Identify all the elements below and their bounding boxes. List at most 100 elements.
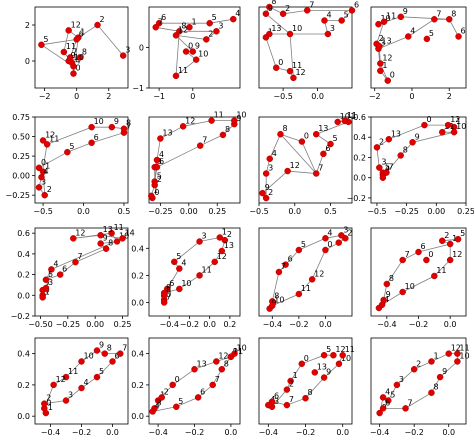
data-point [311, 369, 319, 376]
point-index-label: 13 [391, 129, 401, 138]
x-tick-label: −0.5 [249, 207, 268, 216]
data-point [230, 15, 237, 23]
point-index-label: 2 [164, 387, 169, 396]
data-point [113, 238, 121, 245]
point-index-label: 3 [48, 278, 53, 287]
data-point [191, 366, 198, 373]
data-point [97, 231, 104, 239]
data-point [192, 56, 200, 63]
data-point [68, 59, 76, 67]
point-index-label: 13 [317, 362, 327, 371]
data-point [379, 174, 387, 181]
x-tick-label: −0.4 [148, 428, 167, 437]
point-index-label: 7 [289, 395, 294, 404]
point-index-label: 7 [318, 164, 323, 173]
data-point [439, 237, 446, 245]
point-index-label: 0 [327, 240, 332, 249]
point-index-label: 11 [345, 345, 355, 354]
point-index-label: 0 [390, 71, 395, 80]
data-point [213, 28, 220, 35]
point-index-label: 8 [433, 383, 438, 392]
point-index-label: 9 [326, 368, 331, 377]
y-tick-label: −0.2 [11, 312, 30, 321]
point-index-label: 3 [399, 375, 404, 384]
data-point [312, 170, 320, 177]
point-index-label: 12 [295, 68, 305, 77]
x-tick-label: 0.5 [118, 207, 131, 216]
data-point [108, 229, 115, 237]
point-index-label: 6 [94, 133, 99, 142]
data-point [446, 240, 454, 248]
point-index-label: 4 [75, 56, 80, 65]
axes-frame [370, 116, 467, 204]
data-point [158, 394, 165, 401]
data-point [402, 405, 409, 412]
data-point [70, 70, 77, 77]
x-tick-label: −0.2 [289, 320, 308, 329]
data-point [445, 16, 453, 23]
point-index-label: 0 [75, 64, 80, 73]
data-point [286, 67, 294, 75]
data-point [428, 389, 435, 396]
data-point [375, 20, 382, 28]
x-tick-label: 2 [106, 92, 111, 101]
point-index-label: 2 [47, 185, 52, 194]
series-line [262, 120, 350, 200]
data-point [384, 77, 392, 84]
point-index-label: 12 [451, 344, 461, 353]
x-tick-label: −0.2 [404, 428, 423, 437]
y-tick-label: 0.2 [131, 381, 144, 390]
data-point [335, 360, 343, 368]
axes-frame [34, 337, 129, 425]
y-tick-label: 0.50 [12, 133, 30, 142]
series-line [265, 6, 353, 79]
point-index-label: 6 [79, 29, 84, 38]
point-index-label: 2 [416, 359, 421, 368]
data-point [218, 247, 226, 255]
point-index-label: 5 [48, 270, 53, 279]
data-point [393, 381, 401, 389]
data-point [327, 140, 334, 148]
data-point [290, 74, 297, 82]
point-index-label: 2 [379, 137, 384, 146]
y-tick-label: 0.0 [131, 298, 144, 307]
point-index-label: 6 [385, 398, 390, 407]
x-tick-label: 0.0 [203, 320, 216, 329]
point-index-label: 10 [380, 14, 390, 23]
data-point [153, 156, 161, 164]
point-index-label: 13 [224, 241, 234, 250]
point-index-label: 4 [181, 259, 186, 268]
data-point [218, 366, 226, 373]
data-point [189, 48, 197, 55]
point-index-label: 12 [217, 252, 227, 261]
point-index-label: 7 [72, 47, 77, 56]
point-index-label: 12 [450, 115, 460, 124]
point-index-label: 6 [200, 387, 205, 396]
data-point [108, 123, 116, 131]
point-index-label: 4 [327, 228, 332, 237]
subplot-8: −0.5−0.250.000.25−0.20.00.20.40.60123456… [347, 113, 474, 216]
y-tick-label: 0.4 [131, 244, 144, 253]
x-tick-label: −0.4 [370, 428, 389, 437]
point-index-label: 2 [227, 230, 232, 239]
point-index-label: 3 [41, 177, 46, 186]
data-point [454, 350, 461, 357]
data-point [41, 400, 48, 407]
data-point [35, 164, 43, 172]
point-index-label: 9 [114, 117, 119, 126]
data-point [454, 358, 461, 365]
point-index-label: 8 [166, 286, 171, 295]
x-tick-label: −2 [39, 92, 51, 101]
data-point [385, 136, 393, 143]
point-index-label: 7 [309, 0, 314, 9]
point-index-label: 11 [202, 265, 212, 274]
point-index-label: 4 [410, 26, 415, 35]
x-tick-label: 0.0 [336, 428, 349, 437]
x-tick-label: 0.00 [180, 207, 198, 216]
x-tick-label: 0 [409, 92, 414, 101]
point-index-label: 12 [45, 130, 55, 139]
point-index-label: 5 [176, 252, 181, 261]
data-point [376, 409, 383, 417]
y-tick-label: 2 [25, 21, 30, 30]
